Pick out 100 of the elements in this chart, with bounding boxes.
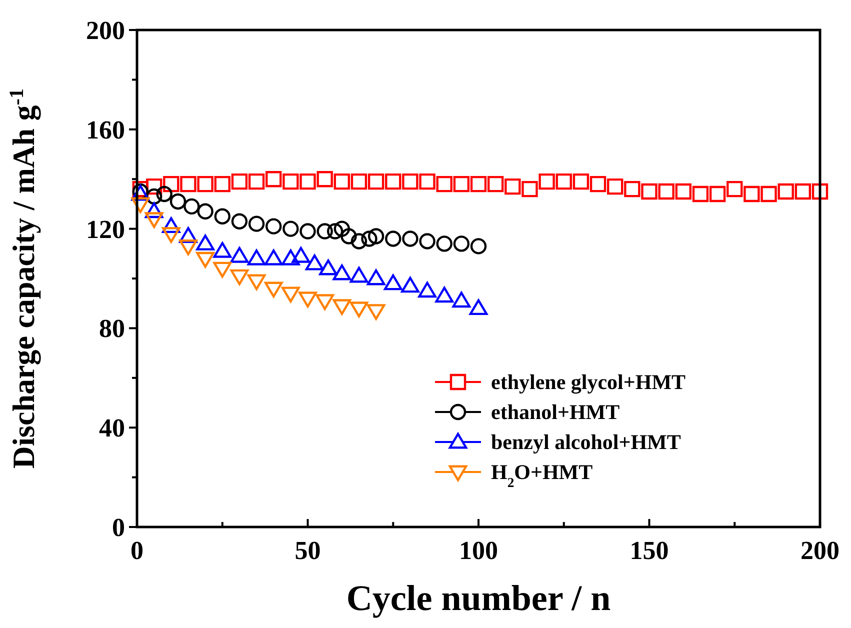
point: [231, 173, 248, 190]
point: [282, 173, 299, 190]
point: [184, 198, 200, 215]
legend-label: benzyl alcohol+HMT: [491, 430, 681, 454]
point: [350, 173, 368, 190]
point: [726, 180, 743, 198]
point: [163, 176, 180, 192]
point: [266, 171, 282, 188]
point: [180, 176, 196, 192]
point: [146, 178, 162, 195]
point: [340, 228, 357, 244]
point: [300, 173, 316, 190]
point: [264, 249, 283, 266]
point: [350, 266, 368, 283]
point: [162, 217, 180, 234]
point: [282, 249, 300, 266]
point: [214, 208, 230, 224]
point: [812, 183, 828, 200]
point: [334, 220, 350, 237]
point: [366, 269, 386, 286]
point: [300, 223, 316, 240]
point: [556, 173, 572, 190]
point: [590, 176, 606, 192]
point: [316, 223, 333, 240]
point: [368, 173, 384, 190]
point: [436, 236, 452, 252]
point: [385, 173, 402, 190]
point: [266, 218, 282, 234]
point: [213, 242, 232, 258]
point: [522, 180, 538, 198]
y-tick-label: 200: [86, 16, 125, 45]
x-tick-label: 150: [630, 536, 669, 565]
point: [435, 286, 454, 303]
point: [156, 186, 172, 202]
point: [658, 183, 674, 200]
y-tick-label: 160: [86, 115, 125, 144]
point: [470, 238, 487, 254]
point: [361, 230, 378, 247]
point: [316, 171, 333, 188]
point: [332, 264, 352, 280]
point: [401, 276, 420, 293]
point: [607, 178, 624, 195]
point: [292, 246, 310, 263]
point: [384, 274, 402, 290]
point: [709, 186, 726, 202]
point: [214, 176, 230, 192]
point: [453, 176, 470, 192]
point: [131, 197, 150, 214]
point: [487, 176, 504, 192]
x-tick-label: 200: [800, 536, 840, 565]
legend-label: H$_{2}$O+HMT: [491, 460, 593, 490]
point: [197, 176, 214, 192]
point: [305, 254, 324, 270]
point: [350, 233, 368, 250]
y-tick-label: 80: [99, 314, 125, 344]
point: [624, 180, 640, 198]
point: [675, 183, 692, 200]
point: [572, 173, 590, 190]
y-tick-label: 0: [112, 513, 125, 542]
point: [419, 233, 436, 250]
point: [146, 188, 162, 205]
point: [179, 227, 198, 243]
x-tick-label: 0: [130, 536, 144, 565]
y-tick-label: 120: [86, 214, 125, 244]
point: [402, 173, 418, 190]
point: [470, 176, 487, 192]
point: [196, 234, 214, 250]
point: [368, 228, 384, 244]
point: [778, 183, 794, 200]
point: [744, 186, 760, 202]
point: [385, 230, 402, 247]
point: [418, 282, 436, 298]
legend-label: ethylene glycol+HMT: [491, 370, 686, 394]
point: [230, 246, 249, 263]
point: [504, 178, 521, 195]
point: [197, 203, 214, 220]
point: [641, 183, 658, 200]
point: [231, 213, 248, 230]
point: [170, 193, 186, 210]
point: [248, 173, 265, 190]
point: [794, 183, 812, 200]
point: [436, 176, 452, 192]
point: [402, 230, 418, 247]
point: [692, 186, 709, 202]
point: [247, 249, 266, 266]
y-tick-label: 40: [99, 414, 125, 443]
point: [538, 173, 555, 190]
point: [760, 186, 777, 202]
point: [326, 223, 344, 240]
point: [248, 216, 265, 232]
legend-label: ethanol+HMT: [491, 400, 620, 424]
point: [334, 173, 350, 190]
point: [144, 202, 164, 218]
point: [452, 292, 471, 308]
x-tick-label: 100: [459, 536, 498, 565]
point: [453, 236, 470, 252]
point: [319, 259, 338, 276]
point: [419, 173, 436, 190]
point: [282, 220, 299, 237]
point: [469, 299, 488, 316]
